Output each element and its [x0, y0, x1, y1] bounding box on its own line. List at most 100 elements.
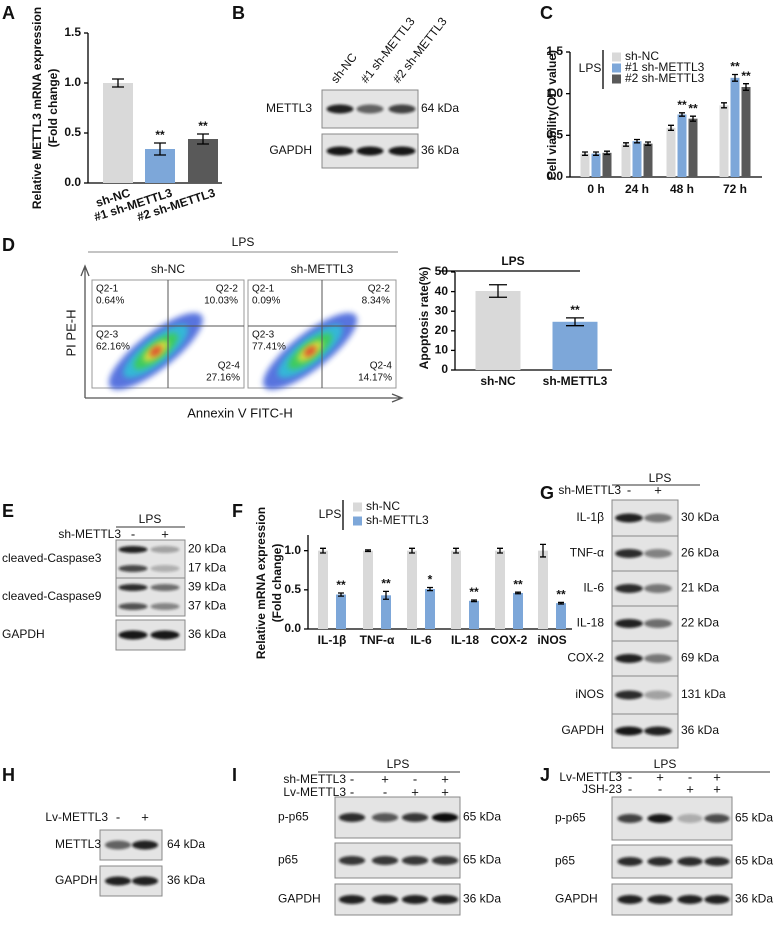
bar	[730, 77, 740, 177]
blot-row-name: iNOS	[575, 687, 604, 701]
blot-band	[371, 856, 399, 865]
condition-sign: +	[161, 526, 169, 541]
blot-band	[615, 584, 643, 593]
significance-mark: **	[556, 588, 566, 602]
condition-sign: -	[413, 771, 417, 786]
molecular-weight: 21 kDa	[681, 581, 719, 595]
significance-mark: **	[741, 69, 751, 83]
x-arrow	[85, 393, 404, 403]
molecular-weight: 36 kDa	[421, 143, 459, 157]
significance-mark: **	[381, 577, 391, 591]
bar	[580, 153, 590, 177]
bar	[688, 118, 698, 177]
bar	[407, 550, 417, 629]
molecular-weight: 37 kDa	[188, 599, 226, 613]
blot-band	[644, 619, 672, 628]
blot-band	[617, 895, 643, 904]
quadrant-name: Q2-4	[370, 361, 393, 372]
error-bar	[679, 112, 685, 117]
blot-band	[150, 565, 180, 572]
bar	[513, 592, 523, 629]
y-tick-label: 1.0	[64, 75, 81, 89]
x-tick-label: sh-METTL3	[543, 374, 608, 388]
error-bar	[566, 317, 584, 327]
condition-sign: +	[141, 809, 149, 824]
molecular-weight: 36 kDa	[188, 627, 226, 641]
blot-band	[615, 549, 643, 558]
legend-swatch	[612, 63, 621, 73]
blot-band	[431, 813, 459, 822]
significance-mark: **	[155, 128, 165, 142]
condition-sign: -	[116, 809, 120, 824]
x-tick-label: iNOS	[537, 633, 566, 647]
bar	[469, 600, 479, 629]
blot-header: LPS	[649, 471, 672, 485]
blot-row-name: p-p65	[278, 810, 309, 824]
x-tick-label: 0 h	[587, 182, 604, 196]
error-bar	[112, 78, 124, 88]
y-tick-label: 10	[435, 343, 449, 357]
blot-band	[104, 876, 132, 886]
condition-sign: -	[628, 769, 632, 784]
error-bar	[427, 586, 433, 592]
quadrant-value: 0.09%	[252, 296, 280, 307]
error-bar	[471, 599, 477, 603]
x-tick-label: 24 h	[625, 182, 649, 196]
error-bar	[338, 592, 344, 597]
condition-sign: -	[658, 781, 662, 796]
bar	[602, 152, 612, 177]
legend-swatch	[353, 502, 362, 512]
blot-band	[356, 104, 384, 114]
blot-row-name: p65	[278, 853, 298, 867]
blot-band	[647, 814, 673, 823]
bar	[591, 153, 601, 177]
error-bar	[732, 73, 738, 82]
error-bar	[623, 142, 629, 147]
legend-swatch	[612, 52, 621, 62]
y-tick-label: 0.5	[284, 582, 301, 596]
blot-band	[647, 895, 673, 904]
blot-row-name: IL-1β	[576, 510, 604, 524]
quadrant-value: 0.64%	[96, 296, 124, 307]
blot-row-name: GAPDH	[55, 873, 98, 887]
quadrant-value: 77.41%	[252, 342, 286, 353]
y-tick-label: 0.5	[546, 128, 563, 142]
y-axis-label: (Fold change)	[270, 544, 284, 623]
molecular-weight: 65 kDa	[735, 811, 773, 825]
blot-band	[118, 546, 148, 553]
error-bar	[604, 150, 610, 156]
bar	[451, 550, 461, 629]
panel-label: E	[2, 501, 14, 521]
blot-band	[401, 856, 429, 865]
flow-title: LPS	[232, 235, 255, 249]
quadrant-name: Q2-2	[368, 284, 391, 295]
blot-band	[431, 856, 459, 865]
blot-band	[401, 813, 429, 822]
condition-sign: -	[383, 784, 387, 799]
molecular-weight: 65 kDa	[463, 810, 501, 824]
condition-sign: -	[350, 784, 354, 799]
blot-row-name: GAPDH	[269, 143, 312, 157]
bar	[632, 141, 642, 177]
legend-swatch	[353, 516, 362, 526]
error-bar	[593, 151, 599, 156]
molecular-weight: 30 kDa	[681, 510, 719, 524]
blot-band	[615, 690, 643, 700]
blot-band	[615, 654, 643, 663]
quadrant-name: Q2-1	[96, 284, 119, 295]
y-axis-label: Cell viability(OD value)	[545, 50, 559, 180]
blot-band	[118, 630, 148, 640]
quadrant-name: Q2-2	[216, 284, 239, 295]
chart-title: LPS	[501, 254, 524, 268]
panel-label: I	[232, 765, 237, 785]
error-bar	[409, 547, 415, 554]
significance-mark: **	[688, 101, 698, 115]
molecular-weight: 39 kDa	[188, 580, 226, 594]
blot-band	[644, 726, 672, 736]
significance-mark: **	[336, 578, 346, 592]
blot-band	[615, 513, 643, 523]
bar	[318, 550, 328, 629]
error-bar	[154, 142, 166, 156]
legend-label: sh-METTL3	[366, 513, 429, 527]
molecular-weight: 36 kDa	[681, 723, 719, 737]
